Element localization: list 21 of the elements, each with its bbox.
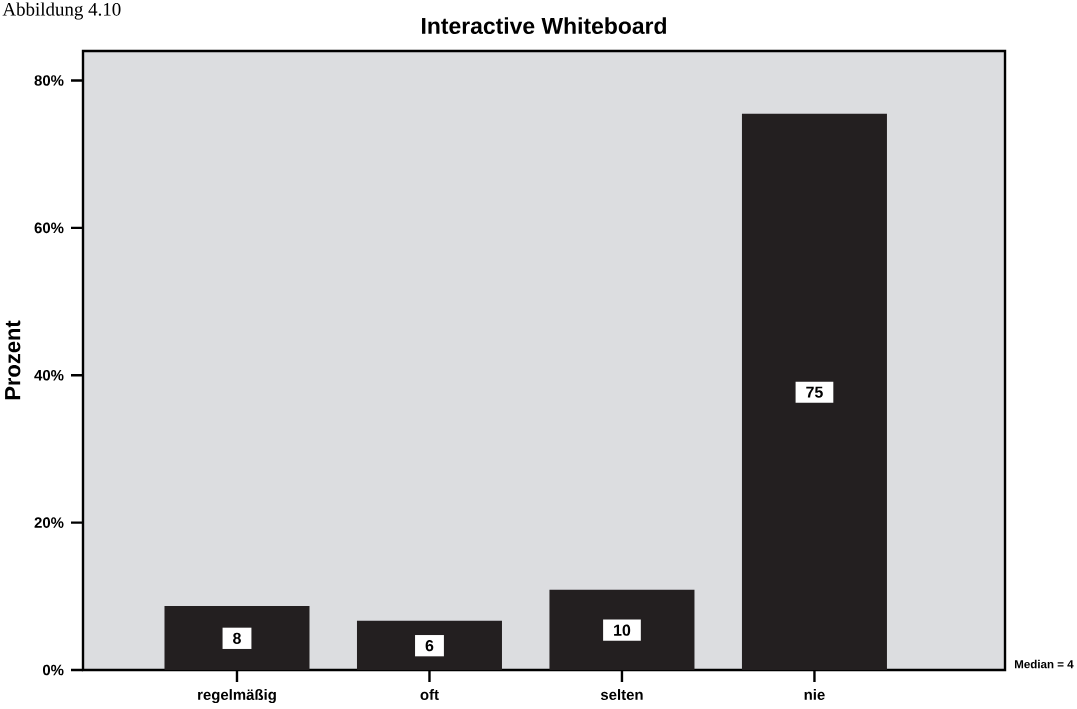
- y-tick-label: 80%: [34, 75, 64, 86]
- chart-title: Interactive Whiteboard: [422, 17, 666, 34]
- x-tick-label: oft: [420, 689, 439, 701]
- x-tick-label: regelmäßig: [198, 689, 276, 704]
- annotation: 75: [806, 386, 823, 398]
- annotation: 10: [614, 624, 631, 636]
- x-tick-label: nie: [804, 689, 825, 701]
- y-tick-label: 40%: [34, 369, 64, 381]
- text: Median = 4: [1014, 659, 1074, 669]
- x-tick-label: selten: [600, 689, 643, 701]
- bar: [356, 620, 502, 670]
- y-tick-label: 60%: [34, 222, 64, 234]
- bar: [164, 605, 310, 670]
- bar: [549, 589, 695, 670]
- annotation: 8: [233, 632, 241, 644]
- annotation: 6: [425, 640, 434, 652]
- y-axis-title: Prozent: [5, 320, 21, 400]
- y-tick-label: 20%: [34, 517, 64, 528]
- bar: [741, 113, 887, 670]
- text: Abbildung 4.10: [2, 2, 121, 20]
- y-tick-label: 0%: [42, 664, 64, 676]
